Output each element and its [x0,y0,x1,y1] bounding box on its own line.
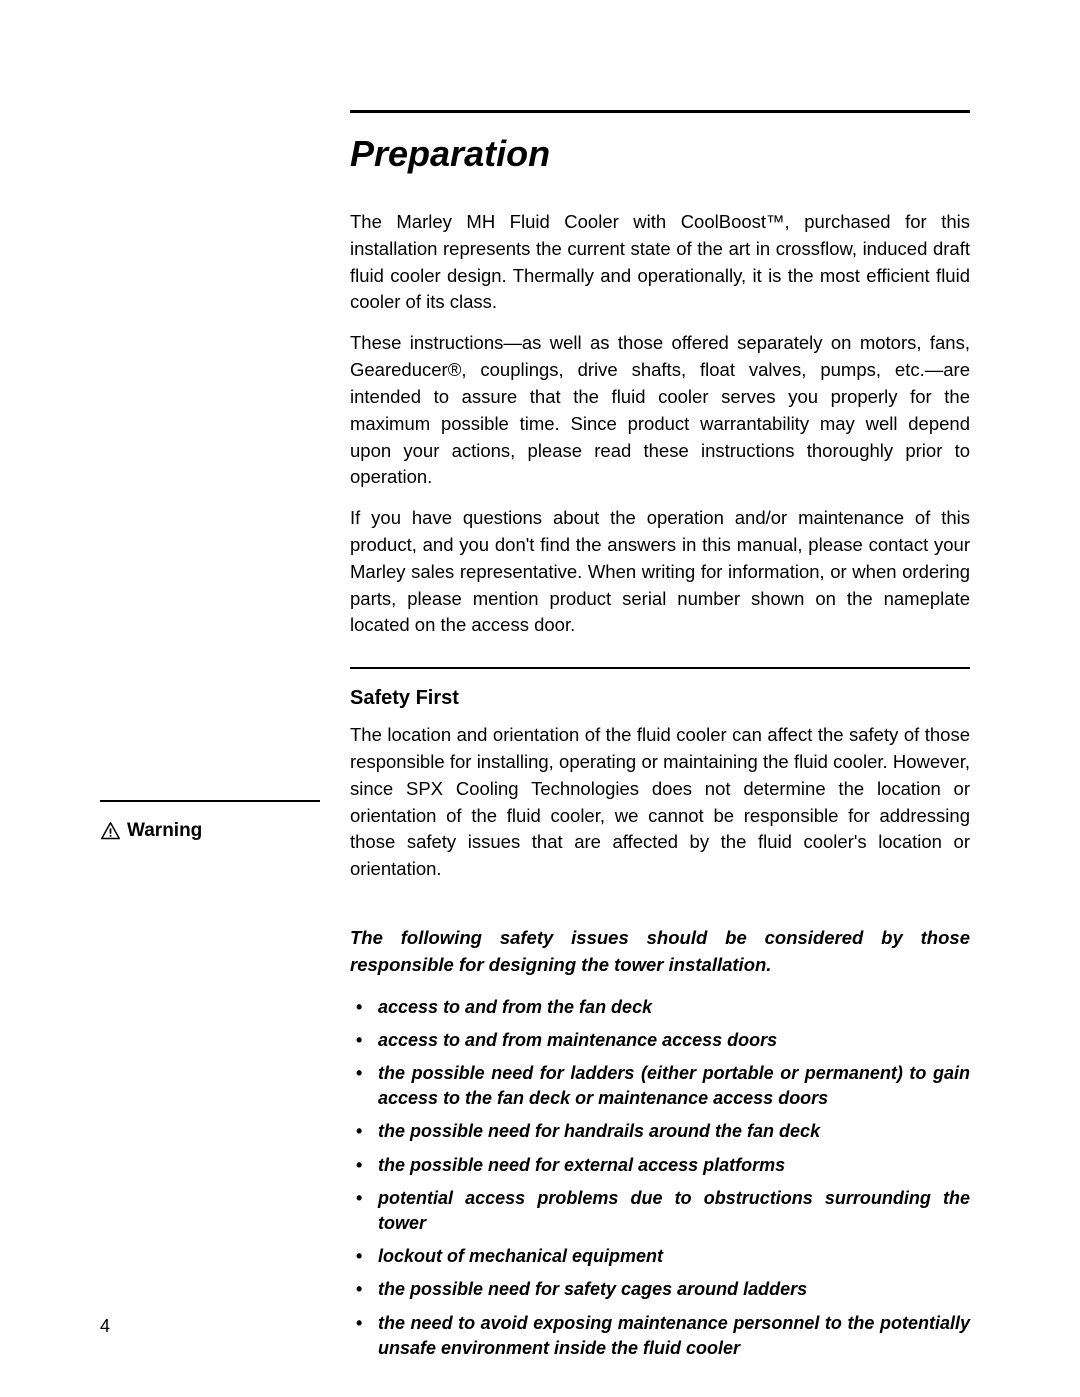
safety-item: the possible need for ladders (either po… [374,1061,970,1111]
safety-item: the possible need for handrails around t… [374,1119,970,1144]
main-layout: Warning Preparation The Marley MH Fluid … [100,110,980,1369]
warning-intro: The following safety issues should be co… [350,925,970,979]
section-title: Preparation [350,133,970,175]
page-number: 4 [100,1316,110,1337]
intro-paragraph-1: The Marley MH Fluid Cooler with CoolBoos… [350,209,970,316]
safety-body: The location and orientation of the flui… [350,722,970,883]
content-column: Preparation The Marley MH Fluid Cooler w… [350,110,970,1369]
sidebar-top-rule [100,800,320,802]
safety-list: access to and from the fan deck access t… [350,995,970,1361]
safety-item: access to and from the fan deck [374,995,970,1020]
safety-item: lockout of mechanical equipment [374,1244,970,1269]
safety-item: potential access problems due to obstruc… [374,1186,970,1236]
sidebar: Warning [100,110,320,842]
safety-heading: Safety First [350,687,970,710]
safety-item: the need to avoid exposing maintenance p… [374,1311,970,1361]
page: Warning Preparation The Marley MH Fluid … [0,0,1080,1397]
safety-item: the possible need for external access pl… [374,1153,970,1178]
safety-item: the possible need for safety cages aroun… [374,1277,970,1302]
spacer [350,897,970,925]
intro-paragraph-3: If you have questions about the operatio… [350,505,970,639]
warning-text: Warning [127,820,202,842]
section-divider [350,667,970,669]
safety-item: access to and from maintenance access do… [374,1028,970,1053]
warning-label: Warning [100,820,320,842]
intro-paragraph-2: These instructions—as well as those offe… [350,330,970,491]
warning-icon [100,821,121,842]
title-rule [350,110,970,113]
